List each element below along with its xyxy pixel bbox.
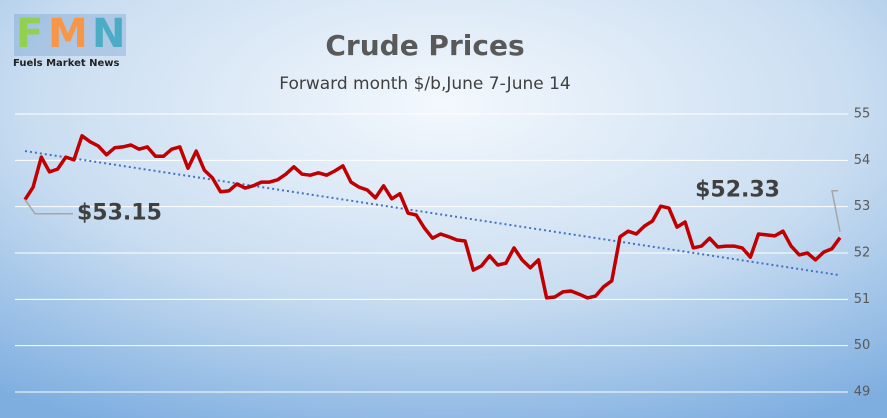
y-tick-label: 54 (854, 153, 871, 168)
chart-subtitle: Forward month $/b,June 7-June 14 (279, 74, 570, 94)
y-tick-label: 50 (854, 338, 871, 353)
logo-box (14, 14, 126, 56)
leader-line (24, 199, 73, 215)
leader-line (831, 189, 841, 232)
logo-letter: N (92, 11, 125, 57)
y-tick-label: 53 (854, 199, 871, 214)
y-tick-label: 55 (854, 107, 871, 122)
y-tick-label: 51 (854, 292, 871, 307)
data-label: $53.15 (77, 201, 162, 226)
logo: F M N Fuels Market News (13, 11, 126, 69)
logo-letter: F (16, 11, 43, 57)
logo-name: Fuels Market News (13, 58, 120, 69)
y-tick-label: 49 (854, 385, 871, 400)
data-label: $52.33 (695, 178, 780, 203)
y-tick-label: 52 (854, 246, 871, 261)
price-line (23, 134, 842, 300)
chart-title: Crude Prices (325, 29, 524, 62)
logo-letter: M (48, 11, 88, 57)
